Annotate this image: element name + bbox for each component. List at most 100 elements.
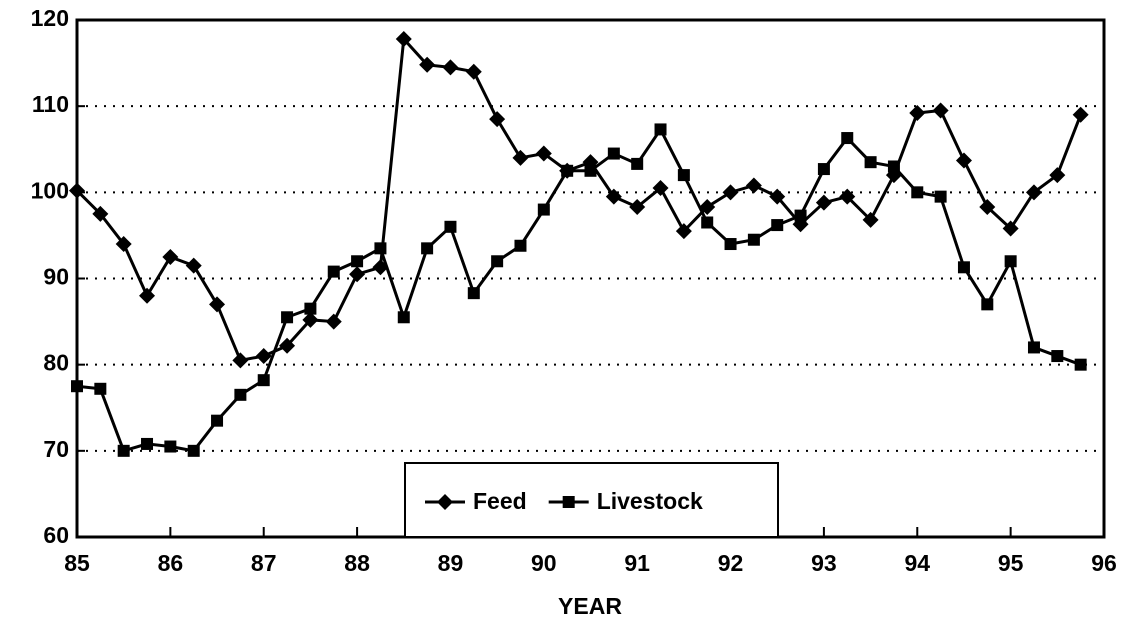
marker-square [514,239,527,252]
y-tick-label: 60 [43,522,69,548]
marker-square [1027,341,1040,354]
marker-square [631,157,644,170]
marker-diamond [232,352,249,369]
marker-square [654,123,667,136]
marker-square [94,382,107,395]
marker-diamond [162,248,179,265]
marker-square [491,255,504,268]
marker-square [467,287,480,300]
marker-diamond [1049,167,1066,184]
marker-square [397,311,410,324]
marker-square [187,444,200,457]
marker-square [1004,255,1017,268]
marker-square [864,156,877,169]
marker-square [164,440,177,453]
marker-diamond [437,494,453,510]
y-tick-label: 70 [43,436,69,462]
marker-square [584,164,597,177]
marker-square [281,311,294,324]
marker-diamond [955,152,972,169]
marker-diamond [279,337,296,354]
x-tick-label: 89 [438,550,464,576]
marker-square [444,220,457,233]
marker-square [607,147,620,160]
marker-diamond [1025,184,1042,201]
marker-square [957,261,970,274]
y-tick-label: 110 [32,91,69,117]
legend: Feed Livestock [404,462,779,538]
x-axis-label: YEAR [558,593,622,619]
series-line [76,126,1082,453]
marker-square [421,242,434,255]
marker-diamond [1002,220,1019,237]
legend-label: Livestock [597,488,703,514]
marker-diamond [209,296,226,313]
marker-square [117,444,130,457]
marker-diamond [349,266,366,283]
marker-diamond [932,102,949,119]
marker-square [724,238,737,251]
marker-diamond [92,205,109,222]
marker-diamond [69,182,85,199]
x-tick-label: 87 [251,550,277,576]
marker-square [1051,350,1064,363]
y-tick-label: 120 [31,5,69,31]
x-tick-label: 88 [344,550,370,576]
marker-square [771,219,784,232]
x-tick-label: 86 [158,550,184,576]
marker-diamond [862,211,879,228]
legend-label: Feed [473,488,527,514]
x-tick-label: 92 [718,550,744,576]
marker-square [374,242,387,255]
marker-diamond [302,311,319,328]
marker-square [562,496,575,508]
marker-diamond [839,188,856,205]
marker-diamond [909,105,926,122]
x-tick-label: 85 [64,550,90,576]
marker-square [327,265,340,278]
x-tick-label: 94 [904,550,930,576]
marker-diamond [745,177,762,194]
marker-diamond [1072,106,1089,123]
marker-diamond [815,194,832,211]
marker-square [234,388,247,401]
marker-diamond [465,63,482,80]
marker-diamond [139,287,156,304]
marker-square [841,132,854,145]
legend-box [404,462,779,538]
marker-square [304,302,317,315]
marker-square [911,186,924,199]
marker-diamond [115,236,132,253]
marker-square [537,203,550,216]
marker-diamond [722,184,739,201]
marker-diamond [512,149,529,166]
marker-diamond [979,198,996,215]
marker-diamond [605,188,622,205]
marker-diamond [535,145,552,162]
marker-square [701,216,714,229]
x-tick-label: 95 [998,550,1024,576]
marker-diamond [629,198,646,215]
marker-square [141,437,154,450]
y-tick-label: 100 [31,177,69,203]
marker-diamond [769,188,786,205]
marker-diamond [395,30,412,47]
series-line [75,35,1083,363]
marker-diamond [185,257,202,274]
marker-square [981,298,994,311]
marker-square [71,380,83,393]
marker-square [677,169,690,182]
x-tick-label: 96 [1091,550,1117,576]
y-tick-label: 80 [43,350,69,376]
marker-square [934,190,947,203]
x-tick-label: 93 [811,550,837,576]
marker-square [794,209,807,222]
marker-square [887,160,900,173]
marker-diamond [255,348,272,365]
marker-diamond [442,59,459,76]
marker-diamond [652,180,669,197]
x-tick-label: 90 [531,550,557,576]
marker-square [817,163,830,176]
marker-square [211,414,224,427]
